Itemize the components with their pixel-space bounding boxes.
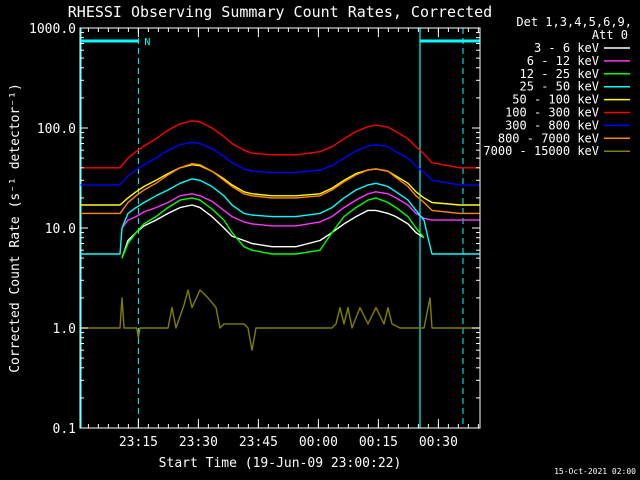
y-axis-label: Corrected Count Rate (s⁻¹ detector⁻¹) — [8, 83, 23, 373]
y-tick-label: 1000.0 — [29, 22, 76, 37]
legend-label: 3 - 6 keV — [534, 41, 599, 55]
observing-interval-label: N — [144, 37, 150, 48]
series-line-0 — [121, 204, 425, 259]
series-line-6 — [80, 141, 480, 186]
y-axis: 0.1 1.0 10.0 100.0 1000.0 — [29, 22, 480, 437]
series-line-1 — [121, 191, 480, 229]
series-line-7 — [80, 162, 480, 215]
legend-label: 300 - 800 keV — [505, 118, 599, 132]
x-tick-label: 00:15 — [359, 435, 398, 450]
series-line-5 — [80, 120, 480, 169]
x-axis-label: Start Time (19-Jun-09 23:00:22) — [159, 456, 402, 471]
legend-label: 7000 - 15000 keV — [483, 144, 599, 158]
observing-markers: N — [80, 28, 480, 428]
chart-title: RHESSI Observing Summary Count Rates, Co… — [68, 3, 492, 21]
y-tick-label: 1.0 — [53, 322, 76, 337]
legend-header-line-1: Det 1,3,4,5,6,9, — [516, 15, 632, 29]
legend-label: 800 - 7000 keV — [498, 131, 599, 145]
legend-label: 25 - 50 keV — [520, 80, 599, 94]
y-tick-label: 0.1 — [53, 422, 76, 437]
legend-label: 100 - 300 keV — [505, 106, 599, 120]
x-tick-label: 23:15 — [119, 435, 158, 450]
series-lines — [80, 120, 480, 351]
footer-date: 15-Oct-2021 02:00 — [554, 467, 636, 476]
legend-label: 12 - 25 keV — [520, 67, 599, 81]
legend-label: 6 - 12 keV — [527, 54, 599, 68]
x-axis: 23:15 23:30 23:45 00:00 00:15 00:30 — [87, 28, 479, 450]
legend-header-line-2: Att 0 — [592, 28, 628, 42]
series-line-3 — [80, 178, 480, 255]
series-line-8 — [80, 289, 480, 351]
x-tick-label: 00:30 — [419, 435, 458, 450]
series-line-2 — [121, 197, 425, 259]
legend-label: 50 - 100 keV — [512, 93, 599, 107]
x-tick-label: 23:45 — [239, 435, 278, 450]
x-tick-label: 23:30 — [179, 435, 218, 450]
y-tick-label: 100.0 — [37, 122, 76, 137]
series-line-4 — [80, 163, 480, 206]
x-tick-label: 00:00 — [299, 435, 338, 450]
y-tick-label: 10.0 — [45, 222, 76, 237]
